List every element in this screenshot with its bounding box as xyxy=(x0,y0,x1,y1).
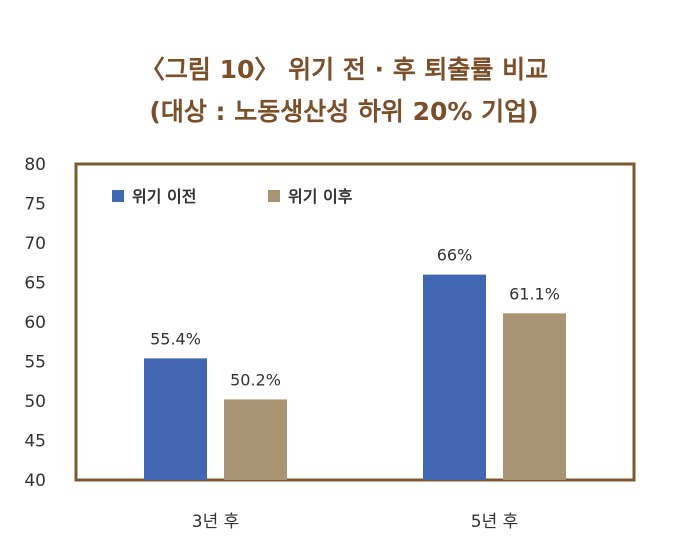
data-label: 66% xyxy=(437,246,473,265)
y-tick-label: 40 xyxy=(24,471,46,491)
y-tick-label: 70 xyxy=(24,234,46,254)
bars xyxy=(144,274,566,480)
legend-swatch xyxy=(112,190,124,202)
data-label: 50.2% xyxy=(230,370,281,389)
y-tick-label: 50 xyxy=(24,392,46,412)
category-label: 5년 후 xyxy=(471,512,519,532)
y-tick-label: 55 xyxy=(24,353,46,373)
y-tick-label: 60 xyxy=(24,313,46,333)
y-axis-ticks: 80 75 70 65 60 55 50 45 40 xyxy=(24,155,46,491)
y-tick-label: 75 xyxy=(24,195,46,215)
y-tick-label: 65 xyxy=(24,274,46,294)
data-labels: 55.4% 50.2% 66% 61.1% xyxy=(150,246,560,390)
plot-frame xyxy=(74,162,636,482)
data-label: 61.1% xyxy=(509,284,560,303)
bar-after-1 xyxy=(224,399,287,480)
legend: 위기 이전 위기 이후 xyxy=(112,187,353,206)
y-tick-label: 80 xyxy=(24,155,46,175)
data-label: 55.4% xyxy=(150,329,201,348)
legend-label: 위기 이후 xyxy=(288,187,353,206)
bar-after-2 xyxy=(503,313,566,480)
y-tick-label: 45 xyxy=(24,432,46,452)
legend-label: 위기 이전 xyxy=(132,187,196,206)
category-label: 3년 후 xyxy=(192,512,240,532)
legend-swatch xyxy=(268,190,280,202)
chart-title: 〈그림 10〉 위기 전 · 후 퇴출률 비교 xyxy=(139,55,549,84)
bar-before-2 xyxy=(423,274,486,480)
chart-subtitle: (대상 : 노동생산성 하위 20% 기업) xyxy=(149,97,539,126)
x-axis-categories: 3년 후 5년 후 xyxy=(192,512,519,532)
bar-before-1 xyxy=(144,358,207,480)
